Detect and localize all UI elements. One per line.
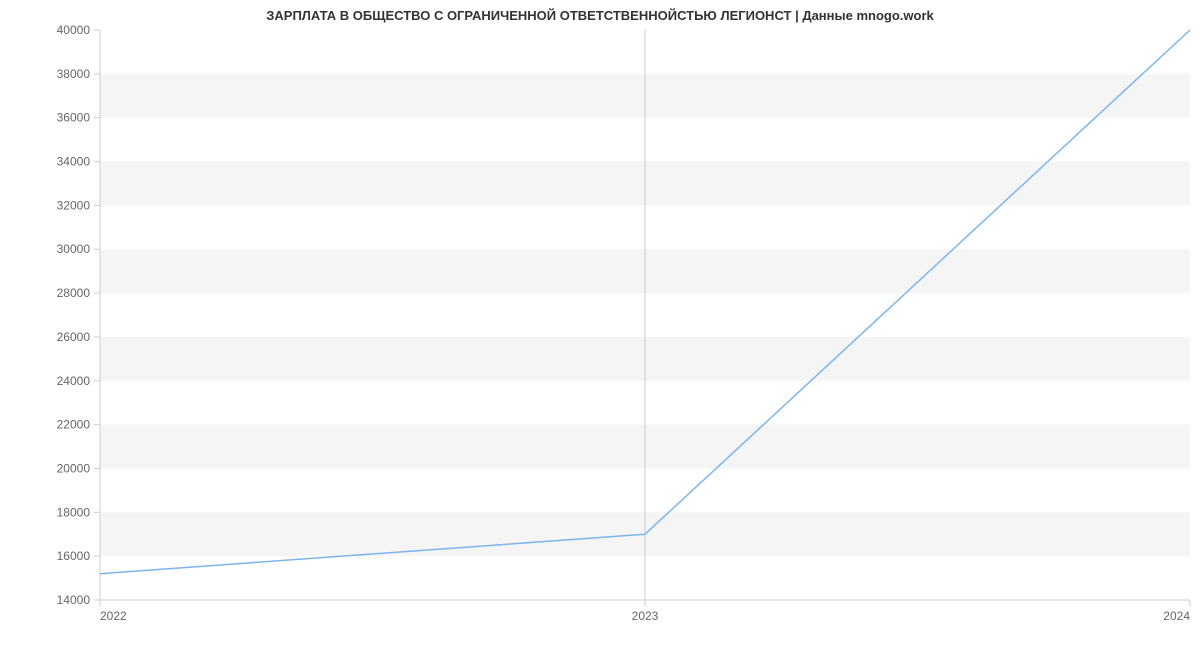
chart-container: ЗАРПЛАТА В ОБЩЕСТВО С ОГРАНИЧЕННОЙ ОТВЕТ… (0, 0, 1200, 650)
x-tick-label: 2022 (100, 609, 127, 623)
x-tick-label: 2023 (632, 609, 659, 623)
y-tick-label: 32000 (57, 198, 91, 212)
y-tick-label: 16000 (57, 549, 91, 563)
y-tick-label: 34000 (57, 155, 91, 169)
y-tick-label: 36000 (57, 111, 91, 125)
y-tick-label: 40000 (57, 23, 91, 37)
y-tick-label: 22000 (57, 418, 91, 432)
y-tick-label: 20000 (57, 461, 91, 475)
x-tick-label: 2024 (1163, 609, 1190, 623)
y-tick-label: 30000 (57, 242, 91, 256)
y-tick-label: 26000 (57, 330, 91, 344)
y-tick-label: 14000 (57, 593, 91, 607)
y-tick-label: 18000 (57, 505, 91, 519)
y-tick-label: 28000 (57, 286, 91, 300)
y-tick-label: 38000 (57, 67, 91, 81)
chart-svg: 14000 16000 18000 20000 22000 24000 26000 28000… (0, 0, 1200, 650)
y-tick-label: 24000 (57, 374, 91, 388)
